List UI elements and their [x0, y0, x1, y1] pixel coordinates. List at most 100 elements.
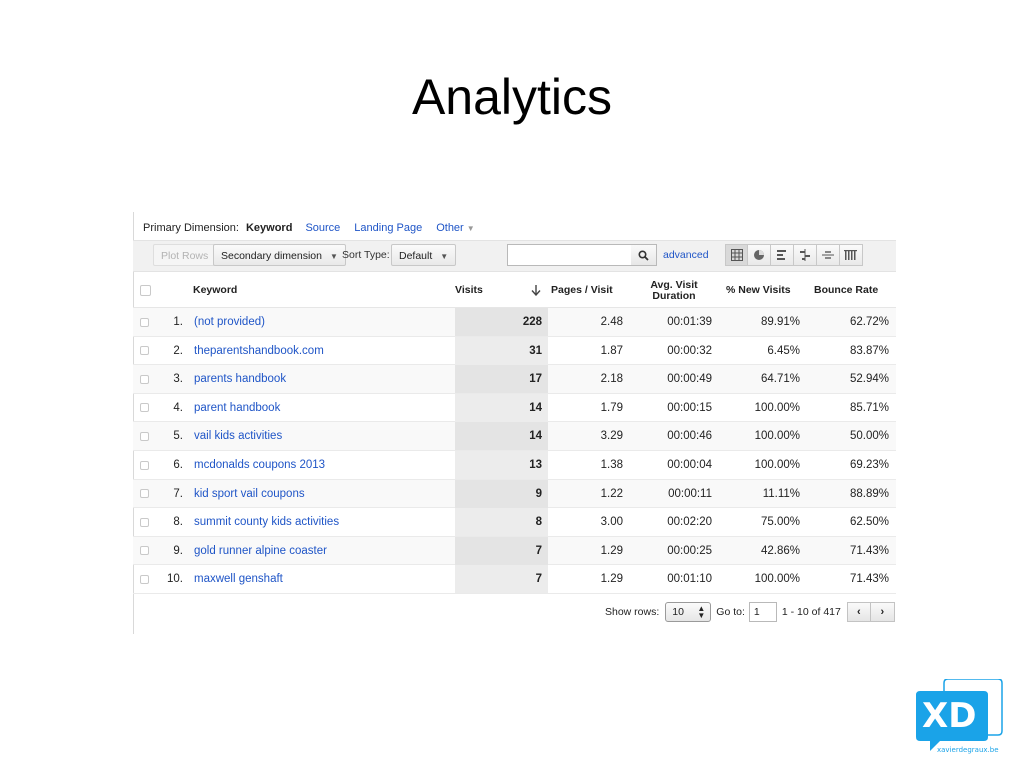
keyword-link[interactable]: (not provided)	[194, 316, 265, 328]
bounce-rate-value: 83.87%	[849, 344, 889, 357]
pages-per-visit-value: 1.87	[600, 344, 623, 357]
bounce-rate-value: 71.43%	[849, 544, 889, 557]
pager: Show rows: 10 ▲ ▼ Go to: 1 1 - 10 of 417 …	[605, 601, 895, 623]
table-row: 3. parents handbook 17 2.18 00:00:49 64.71% 52…	[133, 365, 896, 394]
table-row: 2. theparentshandbook.com 31 1.87 00:00:32 6.…	[133, 336, 896, 366]
table-search-input[interactable]	[507, 244, 633, 266]
visits-value: 7	[455, 536, 548, 565]
next-page-button[interactable]: ›	[870, 602, 895, 622]
row-checkbox[interactable]	[140, 517, 149, 527]
advanced-filter-link[interactable]: advanced	[663, 249, 709, 261]
row-checkbox[interactable]	[140, 460, 149, 470]
bounce-rate-value: 69.23%	[849, 459, 889, 471]
avg-duration-value: 00:02:20	[667, 516, 712, 529]
header-bounce-rate[interactable]: Bounce Rate	[814, 284, 879, 296]
new-visits-value: 100.00%	[754, 430, 800, 443]
keyword-link[interactable]: theparentshandbook.com	[194, 344, 324, 357]
keyword-link[interactable]: kid sport vail coupons	[194, 487, 305, 500]
header-new-visits[interactable]: % New Visits	[726, 284, 791, 296]
row-checkbox[interactable]	[140, 317, 149, 327]
sort-type-value: Default	[399, 250, 433, 262]
row-number: 3.	[173, 373, 183, 386]
select-all-cell	[140, 274, 151, 307]
table-row: 10. maxwell genshaft 7 1.29 00:01:10 100.00% 7…	[133, 565, 896, 594]
row-checkbox[interactable]	[140, 431, 149, 441]
row-checkbox-cell	[140, 537, 149, 565]
avg-duration-value: 00:00:11	[668, 487, 712, 500]
header-pages-per-visit[interactable]: Pages / Visit	[551, 284, 613, 296]
select-all-checkbox[interactable]	[140, 285, 151, 296]
dimension-landing-page-link[interactable]: Landing Page	[354, 222, 423, 234]
new-visits-value: 64.71%	[760, 373, 800, 386]
visits-value: 7	[455, 565, 548, 594]
pivot-view-button[interactable]	[840, 244, 863, 266]
row-checkbox-cell	[140, 508, 149, 536]
row-checkbox[interactable]	[140, 374, 149, 384]
row-checkbox[interactable]	[140, 546, 149, 556]
avg-duration-value: 00:00:32	[667, 344, 712, 357]
avg-duration-value: 00:00:46	[667, 430, 712, 443]
row-checkbox[interactable]	[140, 574, 149, 584]
row-number: 7.	[173, 487, 183, 500]
search-button[interactable]	[631, 244, 657, 266]
dimension-other-dropdown[interactable]: Other ▼	[436, 222, 474, 234]
show-rows-select[interactable]: 10 ▲ ▼	[665, 602, 712, 622]
header-keyword[interactable]: Keyword	[193, 284, 238, 296]
keyword-link[interactable]: vail kids activities	[194, 430, 283, 443]
keyword-link[interactable]: gold runner alpine coaster	[194, 544, 327, 557]
grid-view-icon	[730, 249, 743, 261]
new-visits-value: 42.86%	[760, 544, 800, 557]
chevron-right-icon: ›	[880, 606, 885, 618]
table-toolbar: Plot Rows Secondary dimension ▼ Sort Type…	[133, 240, 896, 272]
bounce-rate-value: 62.72%	[849, 316, 889, 328]
keyword-link[interactable]: summit county kids activities	[194, 516, 340, 529]
row-checkbox[interactable]	[140, 346, 149, 356]
keyword-link[interactable]: parents handbook	[194, 373, 287, 386]
table-row: 4. parent handbook 14 1.79 00:00:15 100.00% 85…	[133, 393, 896, 423]
plot-rows-button[interactable]: Plot Rows	[153, 244, 217, 266]
table-row: 6. mcdonalds coupons 2013 13 1.38 00:00:04 10…	[133, 451, 896, 480]
prev-page-button[interactable]: ‹	[846, 602, 871, 622]
performance-view-icon	[777, 250, 786, 260]
new-visits-value: 100.00%	[754, 459, 800, 471]
pages-per-visit-value: 3.29	[600, 430, 623, 443]
primary-dimension-bar: Primary Dimension: Keyword Source Landin…	[143, 220, 475, 236]
table-row: 7. kid sport vail coupons 9 1.22 00:00:11 11.…	[133, 479, 896, 509]
show-rows-label: Show rows:	[605, 606, 660, 618]
visits-value: 14	[455, 393, 548, 422]
header-visits[interactable]: Visits	[455, 274, 545, 307]
table-row: 1. (not provided) 228 2.48 00:01:39 89.91% 62.…	[133, 308, 896, 337]
row-checkbox[interactable]	[140, 489, 149, 499]
comparison-view-button[interactable]	[794, 244, 817, 266]
dimension-source-link[interactable]: Source	[305, 222, 341, 234]
pie-view-icon	[754, 250, 764, 260]
chevron-left-icon: ‹	[857, 606, 861, 618]
keyword-link[interactable]: parent handbook	[194, 401, 281, 414]
sort-descending-arrow-icon	[531, 285, 541, 296]
dimension-keyword-active[interactable]: Keyword	[245, 222, 293, 234]
pie-view-button[interactable]	[748, 244, 771, 266]
chevron-down-icon: ▼	[440, 252, 449, 261]
comparison-view-icon	[800, 249, 810, 261]
pages-per-visit-value: 2.18	[600, 373, 623, 386]
keyword-link[interactable]: maxwell genshaft	[194, 573, 283, 586]
search-icon	[638, 249, 649, 261]
analytics-report-panel: Primary Dimension: Keyword Source Landin…	[133, 212, 896, 634]
goto-input[interactable]: 1	[748, 602, 777, 622]
secondary-dimension-dropdown[interactable]: Secondary dimension ▼	[213, 244, 346, 266]
row-checkbox[interactable]	[140, 403, 149, 413]
pages-per-visit-value: 1.29	[600, 544, 623, 557]
grid-view-button[interactable]	[725, 244, 748, 266]
term-cloud-view-button[interactable]	[817, 244, 840, 266]
keyword-link[interactable]: mcdonalds coupons 2013	[194, 459, 326, 471]
visits-value: 228	[455, 308, 548, 336]
row-number: 8.	[173, 516, 183, 529]
sort-type-label: Sort Type:	[342, 249, 390, 261]
sort-type-dropdown[interactable]: Default ▼	[391, 244, 457, 266]
performance-view-button[interactable]	[771, 244, 794, 266]
header-avg-visit-duration[interactable]: Avg. Visit Duration	[646, 274, 702, 307]
row-number: 10.	[167, 573, 183, 586]
row-checkbox-cell	[140, 422, 149, 450]
pages-per-visit-value: 1.79	[600, 401, 623, 414]
chevron-down-icon: ▼	[466, 224, 475, 233]
